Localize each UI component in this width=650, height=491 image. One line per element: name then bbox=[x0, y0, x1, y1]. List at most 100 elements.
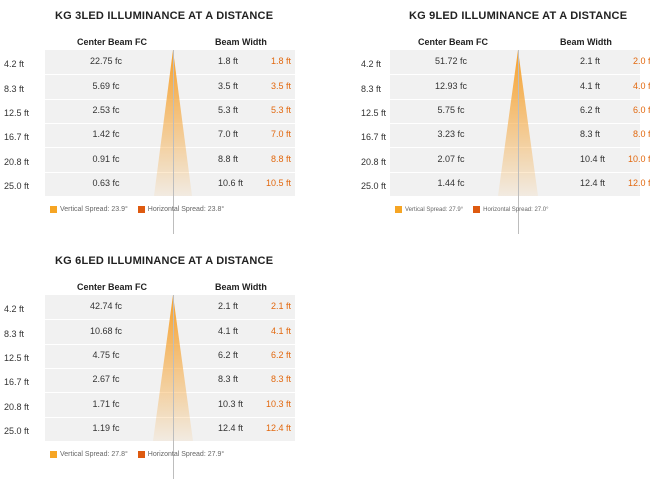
center-beam-value: 5.69 fc bbox=[92, 80, 120, 91]
legend-label-horizontal: Horizontal Spread: 27.0° bbox=[483, 206, 549, 213]
distance-label: 4.2 ft bbox=[4, 59, 25, 70]
center-beam-value: 1.71 fc bbox=[92, 398, 120, 409]
beam-width-horizontal: 7.0 ft bbox=[270, 129, 291, 140]
chart-panel-6led: KG 6LED ILLUMINANCE AT A DISTANCE Center … bbox=[0, 245, 320, 491]
center-axis-line bbox=[173, 50, 174, 234]
legend-swatch-horizontal bbox=[137, 206, 145, 213]
chart-panel-9led: KG 9LED ILLUMINANCE AT A DISTANCE Center … bbox=[325, 0, 650, 240]
center-beam-value: 2.67 fc bbox=[92, 374, 120, 385]
distance-label: 20.8 ft bbox=[361, 156, 387, 167]
beam-width-vertical: 12.4 ft bbox=[218, 422, 244, 433]
beam-width-horizontal: 4.1 ft bbox=[270, 325, 291, 336]
center-beam-value: 0.63 fc bbox=[92, 177, 120, 188]
center-axis-line bbox=[518, 50, 519, 234]
beam-width-vertical: 7.0 ft bbox=[218, 129, 239, 140]
legend-swatch-vertical bbox=[50, 206, 57, 213]
legend-item-vertical: Vertical Spread: 27.9° bbox=[395, 206, 463, 213]
legend-swatch-vertical bbox=[50, 451, 57, 458]
data-table-background bbox=[45, 295, 295, 441]
beam-cone bbox=[153, 295, 193, 441]
beam-width-horizontal: 1.8 ft bbox=[270, 56, 291, 67]
distance-label: 8.3 ft bbox=[4, 83, 25, 94]
beam-width-vertical: 8.3 ft bbox=[218, 374, 239, 385]
legend-label-vertical: Vertical Spread: 27.8° bbox=[60, 451, 128, 458]
legend-swatch-horizontal bbox=[137, 451, 145, 458]
center-beam-value: 4.75 fc bbox=[92, 349, 120, 360]
header-beam-width: Beam Width bbox=[215, 282, 267, 292]
center-beam-value: 22.75 fc bbox=[89, 56, 123, 67]
beam-width-horizontal: 10.3 ft bbox=[265, 398, 291, 409]
center-axis-line bbox=[173, 295, 174, 479]
distance-label: 12.5 ft bbox=[4, 107, 30, 118]
beam-width-vertical: 6.2 ft bbox=[218, 349, 239, 360]
legend-label-horizontal: Horizontal Spread: 27.9° bbox=[147, 451, 225, 458]
header-center-beam: Center Beam FC bbox=[77, 282, 148, 292]
distance-label: 20.8 ft bbox=[4, 401, 30, 412]
beam-width-vertical: 10.6 ft bbox=[218, 177, 244, 188]
legend-item-horizontal: Horizontal Spread: 23.8° bbox=[137, 206, 225, 213]
center-beam-value: 1.44 fc bbox=[437, 177, 465, 188]
distance-label: 16.7 ft bbox=[361, 132, 387, 143]
beam-width-vertical: 12.4 ft bbox=[580, 177, 606, 188]
header-beam-width: Beam Width bbox=[560, 37, 612, 47]
center-beam-value: 1.19 fc bbox=[92, 422, 120, 433]
beam-width-vertical: 10.3 ft bbox=[218, 398, 244, 409]
beam-width-horizontal: 8.0 ft bbox=[632, 129, 650, 140]
distance-label: 20.8 ft bbox=[4, 156, 30, 167]
beam-width-horizontal: 8.8 ft bbox=[270, 153, 291, 164]
beam-width-horizontal: 2.0 ft bbox=[632, 56, 650, 67]
distance-label: 8.3 ft bbox=[361, 83, 382, 94]
distance-label: 25.0 ft bbox=[4, 425, 30, 436]
legend-item-vertical: Vertical Spread: 23.9° bbox=[50, 206, 128, 213]
legend-label-vertical: Vertical Spread: 23.9° bbox=[60, 206, 128, 213]
beam-width-horizontal: 5.3 ft bbox=[270, 104, 291, 115]
beam-width-vertical: 4.1 ft bbox=[580, 80, 601, 91]
center-beam-value: 1.42 fc bbox=[92, 129, 120, 140]
legend: Vertical Spread: 27.8° Horizontal Spread:… bbox=[50, 451, 234, 458]
center-beam-value: 12.93 fc bbox=[434, 80, 468, 91]
beam-width-horizontal: 10.0 ft bbox=[627, 153, 650, 164]
beam-width-vertical: 4.1 ft bbox=[218, 325, 239, 336]
chart-title: KG 6LED ILLUMINANCE AT A DISTANCE bbox=[55, 255, 274, 267]
center-beam-value: 3.23 fc bbox=[437, 129, 465, 140]
legend-item-horizontal: Horizontal Spread: 27.9° bbox=[137, 451, 225, 458]
center-beam-value: 2.07 fc bbox=[437, 153, 465, 164]
beam-width-horizontal: 6.2 ft bbox=[270, 349, 291, 360]
legend-label-horizontal: Horizontal Spread: 23.8° bbox=[147, 206, 225, 213]
distance-label: 8.3 ft bbox=[4, 328, 25, 339]
beam-width-vertical: 6.2 ft bbox=[580, 104, 601, 115]
center-beam-value: 0.91 fc bbox=[92, 153, 120, 164]
beam-width-vertical: 5.3 ft bbox=[218, 104, 239, 115]
center-beam-value: 10.68 fc bbox=[89, 325, 123, 336]
chart-title: KG 3LED ILLUMINANCE AT A DISTANCE bbox=[55, 10, 274, 22]
legend: Vertical Spread: 23.9° Horizontal Spread:… bbox=[50, 206, 234, 213]
distance-label: 25.0 ft bbox=[361, 180, 387, 191]
legend-swatch-vertical bbox=[395, 206, 402, 213]
data-table-background bbox=[45, 50, 295, 196]
header-center-beam: Center Beam FC bbox=[418, 37, 489, 47]
distance-label: 25.0 ft bbox=[4, 180, 30, 191]
legend-item-horizontal: Horizontal Spread: 27.0° bbox=[473, 206, 549, 213]
center-beam-value: 42.74 fc bbox=[89, 301, 123, 312]
beam-width-horizontal: 4.0 ft bbox=[632, 80, 650, 91]
header-center-beam: Center Beam FC bbox=[77, 37, 148, 47]
center-beam-value: 5.75 fc bbox=[437, 104, 465, 115]
legend-swatch-horizontal bbox=[473, 206, 481, 213]
distance-label: 4.2 ft bbox=[4, 304, 25, 315]
beam-width-vertical: 1.8 ft bbox=[218, 56, 239, 67]
distance-label: 16.7 ft bbox=[4, 132, 30, 143]
beam-width-horizontal: 10.5 ft bbox=[265, 177, 291, 188]
beam-width-horizontal: 12.0 ft bbox=[627, 177, 650, 188]
center-beam-value: 51.72 fc bbox=[434, 56, 468, 67]
distance-label: 12.5 ft bbox=[361, 107, 387, 118]
beam-width-vertical: 8.8 ft bbox=[218, 153, 239, 164]
beam-width-vertical: 8.3 ft bbox=[580, 129, 601, 140]
beam-width-horizontal: 8.3 ft bbox=[270, 374, 291, 385]
distance-label: 16.7 ft bbox=[4, 377, 30, 388]
beam-width-vertical: 2.1 ft bbox=[218, 301, 239, 312]
beam-width-horizontal: 6.0 ft bbox=[632, 104, 650, 115]
header-beam-width: Beam Width bbox=[215, 37, 267, 47]
beam-width-vertical: 3.5 ft bbox=[218, 80, 239, 91]
beam-width-horizontal: 3.5 ft bbox=[270, 80, 291, 91]
beam-cone bbox=[154, 50, 192, 196]
